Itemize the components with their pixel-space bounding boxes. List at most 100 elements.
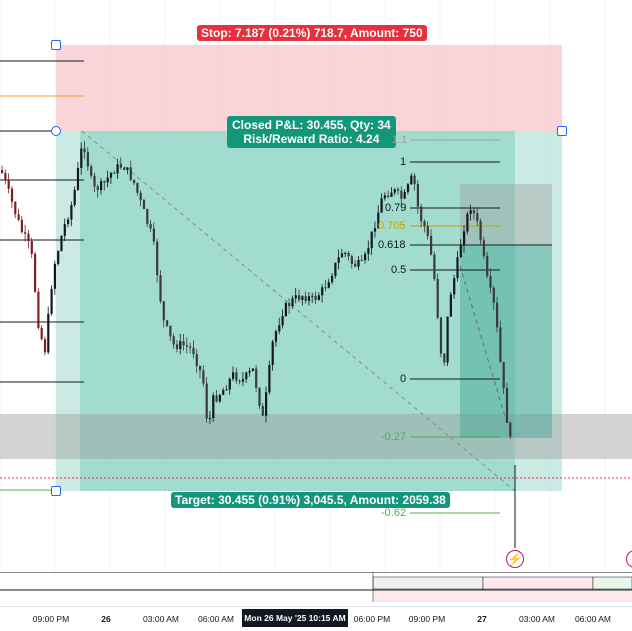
- candle-body: [426, 226, 429, 237]
- stop-handle[interactable]: [51, 40, 61, 50]
- candle-body: [268, 364, 271, 393]
- candle-body: [430, 236, 433, 255]
- candle-body: [251, 368, 254, 372]
- entry-handle-left[interactable]: [51, 126, 61, 136]
- time-tick: 26: [101, 614, 111, 624]
- candle-body: [307, 296, 311, 301]
- candle-body: [136, 182, 139, 193]
- candle-body: [195, 354, 198, 366]
- candle-body: [149, 223, 152, 229]
- candle-body: [331, 275, 334, 283]
- fib-label-0: 0: [400, 373, 407, 385]
- candle-body: [116, 164, 119, 174]
- candle-body: [456, 257, 459, 279]
- candle-body: [370, 231, 373, 249]
- candle-body: [496, 302, 499, 328]
- candle-body: [179, 341, 182, 350]
- candle-body: [387, 195, 390, 197]
- entry-handle-right[interactable]: [557, 126, 567, 136]
- risk-reward-text: Risk/Reward Ratio: 4.24: [243, 132, 380, 146]
- candle-body: [436, 279, 439, 318]
- candle-body: [241, 379, 245, 382]
- candle-body: [364, 253, 367, 261]
- target-handle[interactable]: [51, 486, 61, 496]
- candle-body: [350, 256, 353, 264]
- candle-body: [357, 260, 360, 267]
- candle-body: [142, 200, 146, 210]
- candle-body: [166, 320, 169, 326]
- candlestick-series: [1, 141, 512, 439]
- candle-body: [93, 175, 96, 187]
- candle-body: [301, 296, 304, 300]
- candle-body: [172, 336, 175, 345]
- candle-body: [354, 263, 357, 267]
- candle-body: [27, 233, 30, 242]
- candle-body: [106, 177, 109, 183]
- candle-body: [189, 346, 192, 348]
- price-chart[interactable]: [0, 0, 632, 572]
- candle-body: [258, 387, 261, 407]
- candle-body: [472, 210, 476, 214]
- candle-body: [67, 219, 70, 225]
- time-tick: 03:00 AM: [519, 614, 555, 624]
- candle-body: [10, 188, 14, 202]
- candle-body: [83, 148, 86, 153]
- candle-body: [53, 263, 56, 289]
- candle-body: [202, 370, 205, 384]
- candle-body: [334, 262, 337, 276]
- candle-body: [459, 245, 462, 258]
- candle-body: [486, 255, 489, 277]
- candle-body: [109, 172, 113, 178]
- time-tick: 09:00 PM: [32, 614, 70, 624]
- time-axis[interactable]: 09:00 PM 26 03:00 AM 06:00 AM 06:00 PM 0…: [0, 606, 632, 631]
- candle-body: [291, 298, 294, 307]
- candle-body: [453, 278, 456, 295]
- candle-body: [129, 167, 132, 180]
- time-tick: 06:00 PM: [353, 614, 391, 624]
- candle-body: [311, 295, 314, 297]
- fib-label-0-5: 0.5: [391, 264, 407, 276]
- lightning-alert-icon[interactable]: ⚡: [506, 550, 524, 568]
- candle-body: [397, 189, 400, 191]
- candle-body: [47, 313, 50, 353]
- candle-body: [413, 175, 416, 185]
- candle-body: [133, 179, 136, 183]
- candle-body: [169, 325, 172, 337]
- candle-body: [314, 295, 317, 300]
- candle-body: [205, 383, 208, 419]
- candle-body: [479, 221, 482, 241]
- candle-body: [344, 252, 347, 254]
- candle-body: [433, 254, 436, 280]
- candle-body: [294, 295, 297, 299]
- candle-body: [182, 341, 185, 346]
- candle-body: [393, 189, 396, 193]
- candle-body: [225, 389, 228, 391]
- candle-body: [476, 213, 479, 222]
- candle-body: [156, 241, 159, 276]
- candle-body: [245, 372, 248, 380]
- candle-body: [238, 380, 241, 382]
- diagonal-dashed-line-2: [459, 265, 507, 421]
- candle-body: [317, 295, 320, 300]
- candle-body: [449, 294, 452, 317]
- candle-body: [373, 228, 377, 232]
- candle-body: [162, 301, 165, 321]
- indicator-strip: [0, 572, 632, 602]
- candle-body: [232, 372, 235, 379]
- candle-body: [298, 295, 301, 300]
- diagonal-dashed-line: [81, 130, 516, 492]
- candle-body: [380, 198, 383, 213]
- candle-body: [20, 219, 23, 233]
- candle-body: [40, 327, 43, 340]
- fib-label-0-79: 0.79: [385, 202, 407, 214]
- candle-body: [76, 167, 80, 190]
- candle-body: [113, 172, 116, 174]
- candle-body: [410, 175, 413, 185]
- candle-body: [255, 368, 258, 388]
- crosshair-time-label: Mon 26 May '25 10:15 AM: [242, 609, 348, 627]
- candle-body: [261, 406, 264, 416]
- stop-label: Stop: 7.187 (0.21%) 718.7, Amount: 750: [197, 25, 427, 41]
- candle-body: [222, 390, 225, 395]
- candle-body: [423, 221, 426, 227]
- fib-label-1-1: 1.1: [392, 134, 408, 146]
